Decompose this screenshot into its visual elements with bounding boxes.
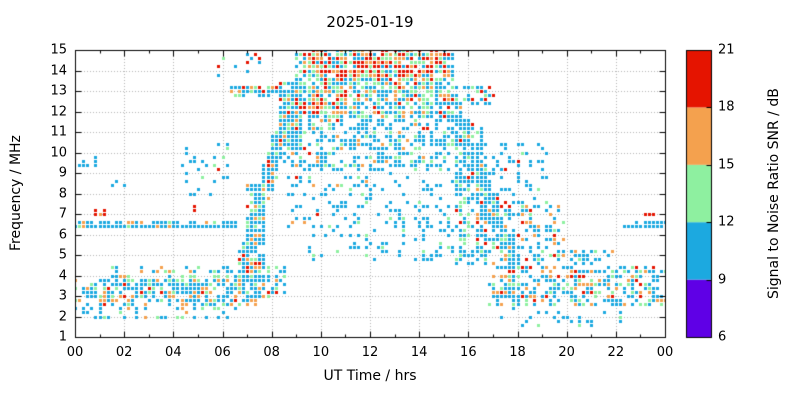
chart-title: 2025-01-19 <box>326 13 414 31</box>
x-axis-label: UT Time / hrs <box>323 368 417 384</box>
colorbar-label: Signal to Noise Ratio SNR / dB <box>766 88 782 299</box>
y-axis-label: Frequency / MHz <box>8 135 24 252</box>
